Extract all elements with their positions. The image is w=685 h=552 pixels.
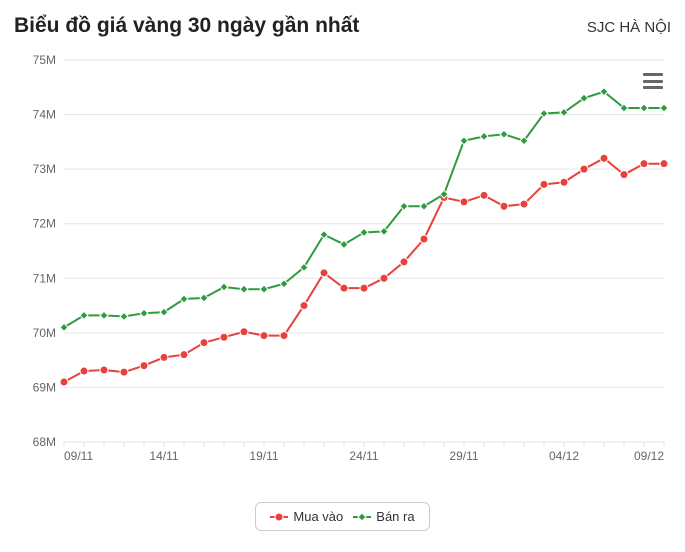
chart-container: 68M 69M 70M 71M 72M 73M 74M 75M 09/11 14/11 19/11 2… [14,46,671,496]
legend-item-mua-vao[interactable]: Mua vào [270,509,343,524]
svg-text:29/11: 29/11 [449,449,478,463]
svg-text:75M: 75M [33,53,56,67]
svg-text:09/11: 09/11 [64,449,93,463]
chart-title: Biểu đồ giá vàng 30 ngày gần nhất [14,14,359,38]
svg-text:14/11: 14/11 [149,449,178,463]
legend-label-ban-ra: Bán ra [376,509,414,524]
svg-text:70M: 70M [33,326,56,340]
chart-header: Biểu đồ giá vàng 30 ngày gần nhất SJC HÀ… [14,14,671,38]
svg-text:09/12: 09/12 [634,449,664,463]
svg-text:19/11: 19/11 [249,449,278,463]
svg-text:24/11: 24/11 [349,449,378,463]
svg-text:73M: 73M [33,162,56,176]
legend-marker-ban-ra [353,512,371,522]
chart-subtitle: SJC HÀ NỘI [587,19,671,36]
svg-text:72M: 72M [33,217,56,231]
legend-box: Mua vào Bán ra [255,502,429,531]
svg-text:68M: 68M [33,435,56,449]
svg-text:71M: 71M [33,271,56,285]
svg-text:74M: 74M [33,108,56,122]
chart-legend: Mua vào Bán ra [14,502,671,531]
chart-svg: 68M 69M 70M 71M 72M 73M 74M 75M 09/11 14/11 19/11 2… [14,46,671,474]
svg-text:69M: 69M [33,380,56,394]
legend-marker-mua-vao [270,512,288,522]
chart-menu-button[interactable] [641,70,665,92]
menu-icon [643,73,663,76]
svg-text:04/12: 04/12 [549,449,579,463]
legend-item-ban-ra[interactable]: Bán ra [353,509,414,524]
legend-label-mua-vao: Mua vào [293,509,343,524]
